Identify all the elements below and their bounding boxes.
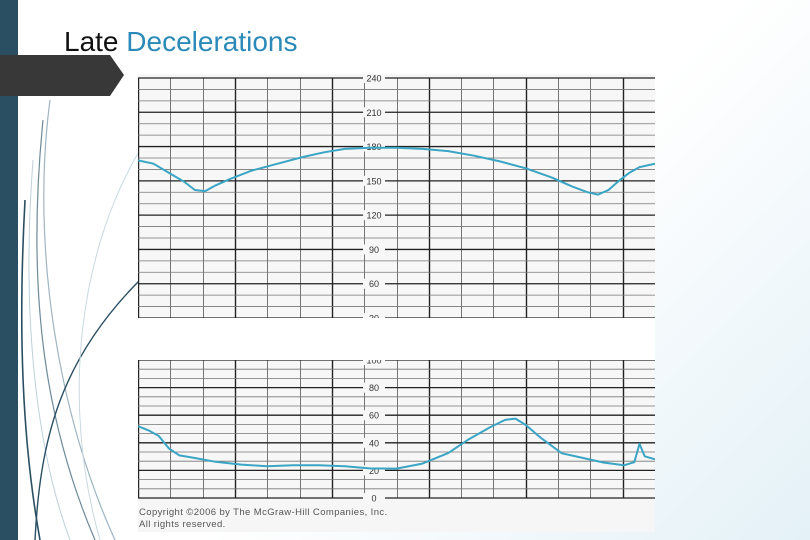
fhr-tick-label: 150 (366, 176, 381, 186)
uterine-tick-label: 40 (369, 438, 379, 448)
panel-separator (138, 318, 655, 360)
fhr-tick-label-bg (363, 107, 385, 118)
uterine-tick-label-bg (363, 410, 385, 421)
fhr-panel-background (138, 78, 655, 318)
uterine-tick-label: 20 (369, 466, 379, 476)
fhr-tick-label: 210 (366, 108, 381, 118)
fetal-monitor-strip: 240210180150120906030100806040200 (138, 74, 655, 532)
title-text-accent: Decelerations (126, 26, 298, 57)
fhr-tick-label-bg (363, 74, 385, 83)
copyright-line-2: All rights reserved. (139, 519, 226, 530)
uterine-tick-label: 100 (366, 356, 381, 366)
fhr-tick-label-bg (363, 175, 385, 186)
fhr-tick-label-bg (363, 244, 385, 255)
title-text-plain: Late (64, 26, 119, 57)
fhr-tick-label: 120 (366, 211, 381, 221)
monitor-strip-svg: 240210180150120906030100806040200 (138, 74, 655, 504)
fhr-tick-label: 60 (369, 279, 379, 289)
fhr-tick-label-bg (363, 210, 385, 221)
copyright-line-1: Copyright ©2006 by The McGraw-Hill Compa… (139, 507, 388, 518)
uterine-panel-background (138, 360, 655, 498)
uterine-tick-label: 80 (369, 383, 379, 393)
fhr-tick-label-bg (363, 278, 385, 289)
copyright-notice: Copyright ©2006 by The McGraw-Hill Compa… (139, 507, 388, 531)
slide-title: Late Decelerations (64, 26, 297, 58)
uterine-tick-label: 60 (369, 411, 379, 421)
uterine-tick-label-bg (363, 465, 385, 476)
uterine-trace-line (138, 417, 655, 470)
fhr-tick-label: 90 (369, 245, 379, 255)
fhr-tick-label: 240 (366, 74, 381, 84)
uterine-tick-label-bg (363, 493, 385, 503)
uterine-tick-label: 0 (371, 494, 376, 504)
fhr-trace-line (138, 146, 655, 196)
left-accent-bar (0, 0, 18, 540)
fhr-tick-label-bg (363, 141, 385, 152)
title-tab-shape (0, 55, 124, 96)
uterine-tick-label-bg (363, 382, 385, 393)
uterine-tick-label-bg (363, 437, 385, 448)
